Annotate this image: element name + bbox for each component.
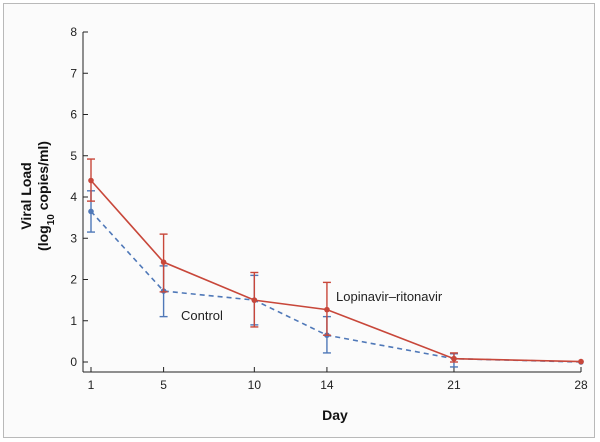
x-tick-label: 14 [320,378,334,392]
y-axis-title-main: Viral Load [18,162,34,229]
x-tick-label: 28 [574,378,588,392]
annotation-lopinavir-ritonavir: Lopinavir–ritonavir [336,289,443,304]
data-point-lopinavir-ritonavir [451,355,457,362]
series-layer [87,158,584,368]
labels: Day Viral Load (log10 copies/ml) Lopinav… [18,141,443,423]
y-tick-label: 6 [70,108,77,122]
y-tick-label: 4 [70,190,77,204]
series-control [87,190,584,368]
annotation-control: Control [181,308,223,323]
data-point-lopinavir-ritonavir [324,306,330,313]
series-line-lopinavir-ritonavir [90,179,582,363]
x-tick-label: 5 [160,378,167,392]
y-tick-label: 1 [70,314,77,328]
y-axis-title: Viral Load (log10 copies/ml) [18,141,57,251]
chart-frame [3,3,595,438]
data-point-lopinavir-ritonavir [88,177,94,184]
x-tick-label: 1 [88,378,95,392]
x-tick-label: 10 [248,378,262,392]
y-tick-label: 3 [70,231,77,245]
x-axis-title: Day [322,407,348,423]
y-unit-open: (log [35,225,51,251]
y-tick-label: 8 [70,25,77,39]
y-tick-label: 5 [70,149,77,163]
y-unit-subscript: 10 [46,214,57,226]
series-lopinavir-ritonavir [87,158,584,365]
y-axis-title-unit: (log10 copies/ml) [35,141,57,251]
data-point-lopinavir-ritonavir [251,297,258,303]
y-tick-label: 0 [70,355,77,369]
data-point-lopinavir-ritonavir [160,259,167,265]
data-point-control [88,208,94,215]
x-tick-label: 21 [447,378,461,392]
y-unit-close: copies/ml) [35,141,51,214]
y-tick-label: 7 [70,66,77,80]
y-tick-label: 2 [70,273,77,287]
data-point-lopinavir-ritonavir [578,358,584,365]
